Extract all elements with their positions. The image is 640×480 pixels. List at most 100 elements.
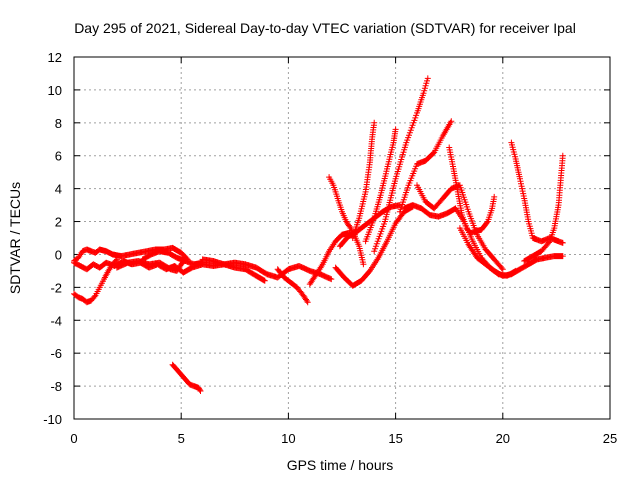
data-point [476,256,478,259]
data-point [364,191,367,193]
data-point [201,261,204,264]
data-point [450,120,453,122]
data-point [422,92,425,94]
data-point [373,217,376,220]
data-point [553,238,556,241]
data-point [484,263,487,266]
data-point [81,250,84,252]
data-point [484,248,487,251]
data-point [81,298,84,300]
data-point [234,261,236,264]
data-point [519,178,521,180]
data-point [369,270,371,272]
data-point [384,220,386,223]
data-point [180,373,182,376]
y-tick-label: 4 [55,182,62,197]
y-tick-label: 12 [48,50,62,65]
data-point [197,386,200,389]
data-point [171,363,174,366]
series-arc-07 [274,266,311,306]
data-point [128,253,131,256]
data-point [487,220,489,223]
data-point [98,266,101,269]
y-tick-label: 0 [55,247,62,262]
data-point [77,296,80,299]
data-point [416,184,418,187]
y-tick-label: -4 [50,313,62,328]
data-point [111,263,114,266]
data-point [343,276,345,279]
data-point [433,151,436,154]
series-arc-20 [521,152,566,264]
data-point [446,212,448,215]
series-arc-04 [113,256,189,274]
data-point [469,232,472,234]
data-point [544,238,547,241]
data-point [302,294,305,297]
data-point [347,235,350,238]
data-point [373,250,376,252]
y-tick-label: 6 [55,149,62,164]
data-point [523,197,525,200]
data-point [244,263,247,266]
y-tick-label: 2 [55,215,62,230]
data-point [315,273,318,276]
series-arc-05 [169,361,204,394]
data-point [86,268,88,271]
data-point [193,263,195,266]
x-tick-label: 0 [70,431,77,446]
data-point [476,233,478,236]
data-point [386,168,388,170]
data-point [86,301,88,304]
data-point [544,256,547,259]
data-point [399,210,401,213]
series-arc-17 [446,144,498,237]
data-point [116,266,118,269]
data-point [255,275,257,277]
data-point [306,301,309,304]
series-arc-19 [508,139,566,246]
data-point [264,280,266,282]
data-point [467,243,470,246]
data-point [212,265,215,267]
data-point [98,286,101,289]
chart-title: Day 295 of 2021, Sidereal Day-to-day VTE… [74,20,576,36]
data-point [189,383,191,386]
data-point [369,161,371,164]
data-point [73,293,75,295]
data-point [332,184,335,187]
data-point [523,260,525,262]
data-point [371,138,373,141]
data-point [148,263,150,266]
series-arc-03 [71,256,120,306]
data-point [474,230,476,233]
data-point [407,184,410,187]
data-point [394,128,397,131]
data-point [126,261,129,264]
data-point [394,222,397,224]
data-point [180,252,182,254]
data-point [276,268,279,271]
data-point [174,265,176,267]
data-point [98,248,101,251]
x-tick-label: 10 [281,431,295,446]
data-point [137,260,140,262]
x-tick-label: 25 [603,431,617,446]
data-point [309,270,311,272]
data-point [351,237,354,239]
data-point [321,263,324,266]
data-point [364,240,367,243]
data-point [86,248,88,251]
data-point [150,253,152,256]
data-point [283,276,285,279]
series-markers [274,266,311,306]
data-point [184,378,187,381]
data-point [276,276,279,279]
data-point [105,261,107,264]
data-point [360,280,363,282]
data-point [536,238,538,241]
data-point [255,266,257,269]
data-point [191,266,193,269]
data-point [493,258,496,261]
data-point [180,263,182,266]
